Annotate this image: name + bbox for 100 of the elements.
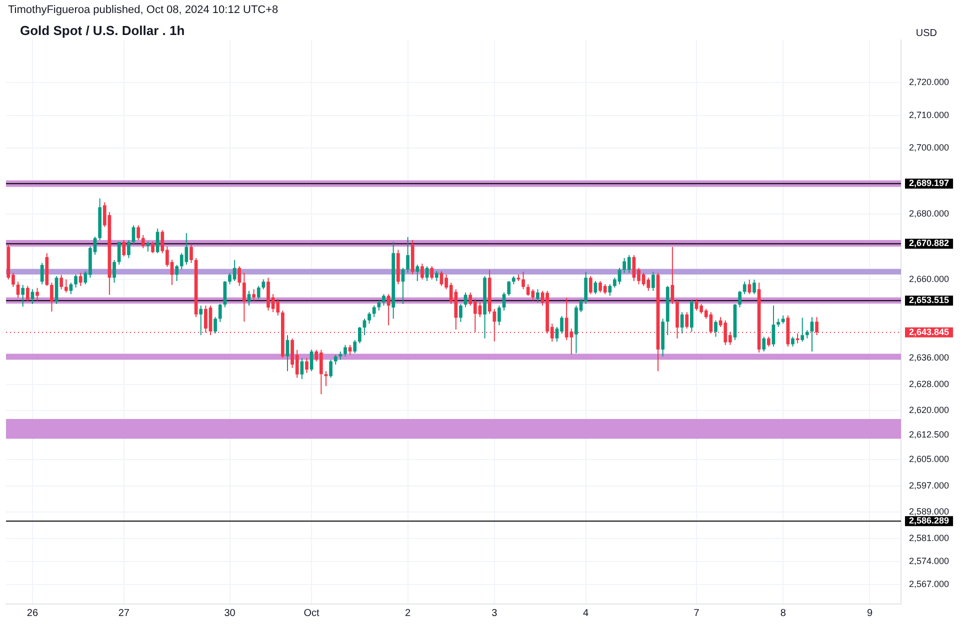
candlestick xyxy=(199,305,203,336)
y-tick-label: 2,636.000 xyxy=(909,352,950,363)
candlestick xyxy=(242,272,246,322)
candlestick xyxy=(766,336,770,348)
y-tick-label: 2,574.000 xyxy=(909,556,950,566)
y-tick-label: 2,581.000 xyxy=(909,532,950,543)
y-tick-label: 2,710.000 xyxy=(909,110,950,120)
candlestick xyxy=(16,281,20,298)
candlestick xyxy=(434,270,438,282)
candlestick xyxy=(382,294,386,306)
candlestick xyxy=(64,278,68,293)
candlestick xyxy=(348,344,352,356)
candlestick xyxy=(256,285,260,300)
ref-line-label: 2,643.845 xyxy=(909,326,950,337)
candlestick xyxy=(132,224,136,246)
candlestick xyxy=(238,266,242,286)
candlestick xyxy=(141,234,145,249)
candlestick xyxy=(685,312,689,330)
candlestick xyxy=(498,305,501,326)
x-tick-label: 30 xyxy=(224,608,236,619)
candlestick xyxy=(752,279,756,295)
chart-title: Gold Spot / U.S. Dollar . 1h xyxy=(20,23,185,38)
candlestick xyxy=(151,241,154,254)
y-tick-label: 2,700.000 xyxy=(909,142,950,153)
candlestick xyxy=(459,303,462,322)
candlestick xyxy=(810,316,814,352)
y-tick-label: 2,628.000 xyxy=(909,378,950,389)
candlestick xyxy=(262,278,266,290)
candlestick xyxy=(127,240,130,259)
x-tick-label: 3 xyxy=(492,608,498,619)
x-tick-label: 4 xyxy=(583,608,590,619)
candlestick xyxy=(40,262,44,285)
candlestick xyxy=(218,303,222,322)
candlestick xyxy=(300,358,304,380)
candlestick xyxy=(36,287,39,302)
candlestick xyxy=(368,312,371,324)
y-tick-label: 2,589.000 xyxy=(909,506,950,517)
candlestick xyxy=(791,336,794,348)
chart-subtitle: TimothyFigueroa published, Oct 08, 2024 10:12 UTC+8 xyxy=(8,4,278,16)
ref-line-label: 2,670.882 xyxy=(909,238,950,248)
x-tick-label: 2 xyxy=(405,608,412,619)
candlestick xyxy=(420,263,424,280)
candlestick xyxy=(156,228,160,254)
candlestick xyxy=(60,274,64,290)
candlestick xyxy=(772,305,776,348)
ref-line-label: 2,586.289 xyxy=(909,516,950,526)
candlestick xyxy=(305,358,308,374)
x-tick-label: 27 xyxy=(118,608,130,619)
x-tick-label: Oct xyxy=(304,608,320,619)
candlestick xyxy=(112,260,116,284)
candlestick xyxy=(714,320,718,338)
candlestick xyxy=(588,276,592,295)
y-tick-label: 2,720.000 xyxy=(909,77,950,88)
candlestick xyxy=(286,334,290,372)
candlestick xyxy=(800,317,804,342)
candlestick xyxy=(21,284,25,308)
candlestick xyxy=(353,340,357,354)
candlestick xyxy=(372,305,376,318)
candlestick xyxy=(522,271,525,290)
x-tick-label: 8 xyxy=(780,608,786,619)
y-axis-title: USD xyxy=(916,28,937,39)
candlestick xyxy=(136,224,140,241)
candlestick xyxy=(214,316,217,334)
ref-line-label: 2,689.197 xyxy=(909,178,950,188)
candlestick xyxy=(507,280,511,296)
y-tick-label: 2,605.000 xyxy=(909,454,950,464)
candlestick xyxy=(190,243,193,264)
candlestick xyxy=(748,279,752,295)
y-tick-label: 2,660.000 xyxy=(909,274,950,284)
candlestick xyxy=(594,280,598,295)
candlestick xyxy=(358,326,362,344)
candlestick xyxy=(502,292,506,312)
candlestick xyxy=(738,290,742,308)
candlestick xyxy=(344,344,347,357)
ref-line-label: 2,653.515 xyxy=(909,295,950,306)
candlestick xyxy=(762,336,766,352)
candlestick xyxy=(430,266,434,280)
candlestick xyxy=(26,285,30,302)
candlestick xyxy=(492,308,496,342)
candlestick xyxy=(377,300,381,312)
candlestick xyxy=(406,236,410,274)
candlestick xyxy=(74,274,78,288)
x-tick-label: 26 xyxy=(26,608,38,619)
candlestick xyxy=(536,288,540,303)
candlestick xyxy=(252,288,256,302)
y-tick-label: 2,680.000 xyxy=(909,208,950,218)
y-tick-label: 2,612.500 xyxy=(909,430,950,440)
candlestick xyxy=(122,240,126,257)
x-tick-label: 9 xyxy=(866,608,873,619)
candlestick xyxy=(329,359,332,378)
y-tick-label: 2,620.000 xyxy=(909,405,950,416)
y-tick-label: 2,567.000 xyxy=(909,578,950,589)
x-tick-label: 7 xyxy=(694,608,700,619)
candlestick xyxy=(608,284,612,296)
candlestick xyxy=(652,271,655,292)
candlestick xyxy=(334,354,338,366)
candlestick xyxy=(78,272,82,286)
y-tick-label: 2,597.000 xyxy=(909,480,950,490)
candlestick xyxy=(117,241,121,266)
candlestick xyxy=(416,264,420,282)
